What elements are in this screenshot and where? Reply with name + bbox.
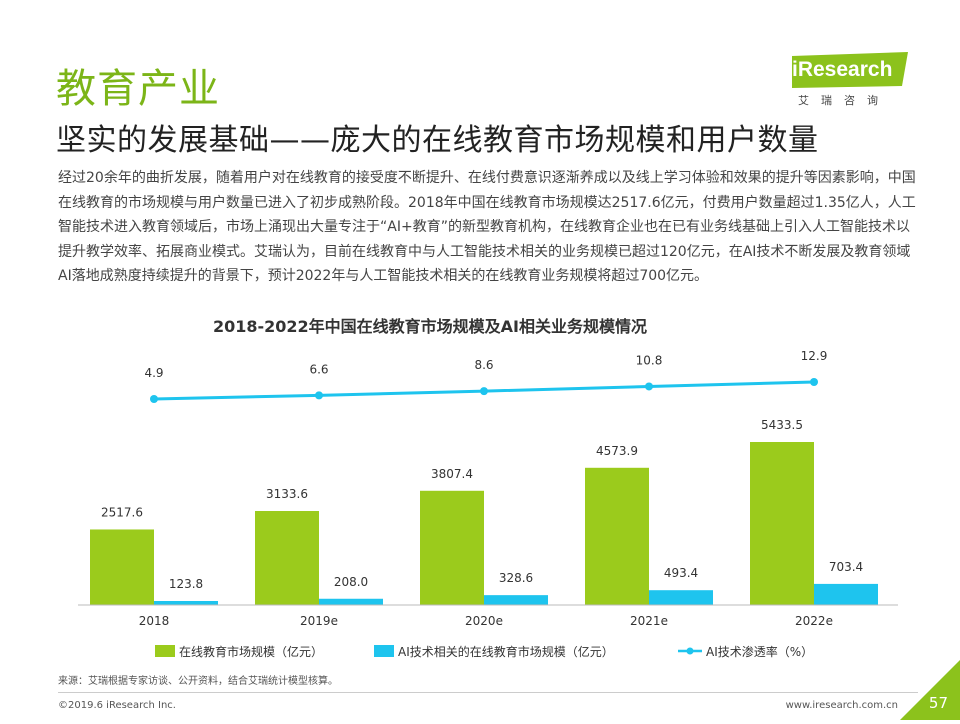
- logo-subtitle: 艾瑞咨询: [798, 94, 890, 107]
- bar-market-2021e: [585, 467, 649, 605]
- legend-rate-marker: [686, 647, 694, 655]
- market-chart: 2018-2022年中国在线教育市场规模及AI相关业务规模情况 2517.6 12…: [78, 317, 898, 659]
- x-tick-2021e: 2021e: [630, 614, 668, 628]
- label-ai-2020e: 328.6: [499, 571, 533, 585]
- legend-market-label: 在线教育市场规模（亿元）: [179, 644, 323, 659]
- website: www.iresearch.com.cn: [785, 700, 898, 711]
- bar-market-2022e: [750, 442, 814, 605]
- bar-market-2019e: [255, 510, 319, 605]
- label-market-2020e: 3807.4: [431, 467, 473, 481]
- section-title: 教育产业: [56, 66, 220, 112]
- logo-text: iResearch: [792, 58, 893, 81]
- bar-ai-2020e: [484, 595, 548, 605]
- label-rate-2019e: 6.6: [309, 362, 328, 376]
- page-number: 57: [928, 694, 948, 712]
- label-rate-2018: 4.9: [144, 366, 163, 380]
- label-ai-2021e: 493.4: [664, 566, 698, 580]
- label-rate-2020e: 8.6: [474, 358, 493, 372]
- bar-ai-2019e: [319, 598, 383, 605]
- label-market-2021e: 4573.9: [596, 444, 638, 458]
- rate-point-2020e: [480, 387, 488, 396]
- x-tick-2018: 2018: [139, 614, 170, 628]
- legend-ai-swatch: [374, 645, 394, 657]
- bar-market-2020e: [420, 490, 484, 605]
- legend-ai-label: AI技术相关的在线教育市场规模（亿元）: [398, 644, 614, 659]
- rate-point-2018: [150, 395, 158, 403]
- iresearch-logo: iResearch 艾瑞咨询: [792, 52, 912, 112]
- footer-divider: [58, 692, 918, 693]
- bar-market-2018: [90, 529, 154, 605]
- page-corner: 57: [900, 660, 960, 720]
- copyright: ©2019.6 iResearch Inc.: [58, 700, 176, 711]
- source-note: 来源：艾瑞根据专家访谈、公开资料，结合艾瑞统计模型核算。: [58, 676, 338, 687]
- x-tick-2020e: 2020e: [465, 614, 503, 628]
- bar-ai-2018: [154, 601, 218, 605]
- rate-point-2019e: [315, 391, 323, 400]
- label-market-2019e: 3133.6: [266, 487, 308, 501]
- logo-badge-icon: [792, 52, 908, 88]
- label-rate-2022e: 12.9: [801, 349, 828, 363]
- label-market-2018: 2517.6: [101, 505, 143, 519]
- label-market-2022e: 5433.5: [761, 418, 803, 432]
- x-tick-2019e: 2019e: [300, 614, 338, 628]
- bar-ai-2022e: [814, 583, 878, 605]
- corner-triangle-icon: [900, 660, 960, 720]
- x-tick-2022e: 2022e: [795, 614, 833, 628]
- legend-market-swatch: [155, 645, 175, 657]
- legend-rate-label: AI技术渗透率（%）: [706, 644, 813, 659]
- page-title: 坚实的发展基础——庞大的在线教育市场规模和用户数量: [56, 123, 819, 158]
- chart-title: 2018-2022年中国在线教育市场规模及AI相关业务规模情况: [213, 317, 647, 336]
- rate-point-2022e: [810, 378, 818, 386]
- label-ai-2019e: 208.0: [334, 575, 368, 589]
- label-ai-2022e: 703.4: [829, 560, 863, 574]
- label-ai-2018: 123.8: [169, 577, 203, 591]
- intro-paragraph: 经过20余年的曲折发展，随着用户对在线教育的接受度不断提升、在线付费意识逐渐养成…: [58, 170, 916, 284]
- label-rate-2021e: 10.8: [636, 353, 663, 367]
- rate-point-2021e: [645, 382, 653, 391]
- bar-ai-2021e: [649, 590, 713, 605]
